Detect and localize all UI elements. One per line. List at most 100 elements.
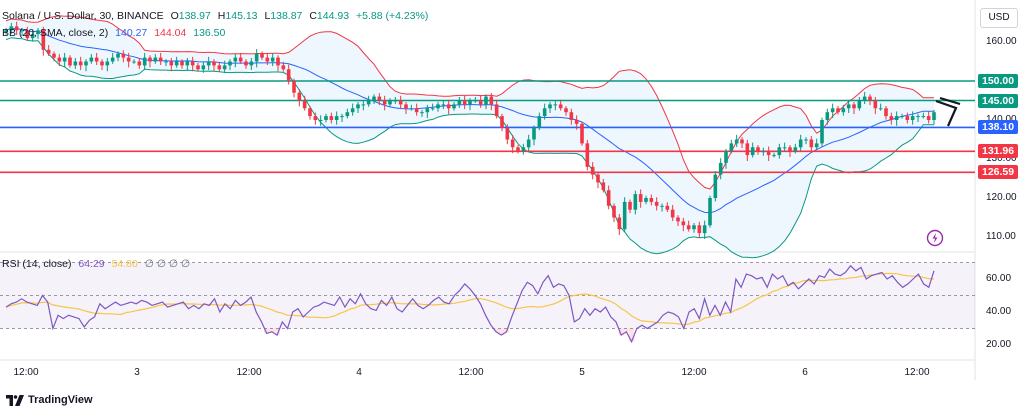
candle-body xyxy=(681,221,686,226)
candle-body xyxy=(356,104,360,109)
candle-body xyxy=(841,108,846,113)
candle-body xyxy=(526,139,531,148)
rsi-value: 64.29 xyxy=(78,258,105,270)
symbol-title[interactable]: Solana / U.S. Dollar, 30, BINANCE xyxy=(2,10,164,22)
candle-body xyxy=(249,61,254,66)
candle-body xyxy=(857,100,862,109)
candle-body xyxy=(254,53,259,62)
candle-body xyxy=(318,120,323,121)
candle-body xyxy=(164,61,168,63)
candle-body xyxy=(702,225,707,234)
candle-body xyxy=(36,30,40,35)
candle-body xyxy=(78,61,83,66)
rsi-oversold-fill xyxy=(493,328,499,332)
candle-body xyxy=(185,61,190,66)
candle-body xyxy=(596,174,600,183)
level-price-tag: 131.96 xyxy=(978,144,1019,159)
candle-body xyxy=(473,100,478,102)
candle-body xyxy=(105,61,110,66)
currency-button[interactable]: USD xyxy=(980,8,1018,28)
candle-body xyxy=(190,61,195,66)
candle-body xyxy=(414,108,419,113)
candle-body xyxy=(340,116,344,118)
candle-body xyxy=(745,143,750,156)
candle-body xyxy=(606,190,611,206)
candle-body xyxy=(201,65,206,70)
price-tick-label: 110.00 xyxy=(986,231,1016,242)
level-price-tag: 145.00 xyxy=(978,93,1019,108)
footer-brand: TradingView xyxy=(6,394,93,406)
candle-body xyxy=(782,147,787,149)
level-price-tag: 138.10 xyxy=(978,120,1019,135)
candle-body xyxy=(334,116,339,120)
bb-lower-line xyxy=(5,37,934,259)
candle-body xyxy=(468,100,472,105)
rsi-label[interactable]: RSI (14, close) xyxy=(2,258,72,270)
candle-body xyxy=(724,151,728,163)
candle-body xyxy=(212,61,216,66)
candle-body xyxy=(20,30,24,32)
ohlc-high: H145.13 xyxy=(217,10,258,22)
candle-body xyxy=(852,104,856,109)
candle-body xyxy=(142,57,147,66)
time-tick-label: 12:00 xyxy=(458,367,484,378)
rsi-oversold-fill xyxy=(618,328,624,336)
candle-body xyxy=(836,108,840,113)
rsi-oversold-fill xyxy=(623,328,630,332)
candle-body xyxy=(580,123,584,144)
candle-body xyxy=(761,151,766,153)
rsi-ma-line xyxy=(5,272,935,326)
candle-body xyxy=(68,57,72,66)
bb-lower-value: 136.50 xyxy=(193,27,226,39)
candle-body xyxy=(756,147,760,152)
candle-body xyxy=(820,120,824,144)
time-tick-label: 4 xyxy=(356,367,362,378)
tradingview-logo-icon xyxy=(6,394,24,406)
candle-body xyxy=(116,53,120,58)
bb-label[interactable]: BB (20, SMA, close, 2) xyxy=(2,27,109,39)
candle-body xyxy=(148,57,152,62)
ohlc-close: C144.93 xyxy=(309,10,350,22)
candle-body xyxy=(196,65,200,70)
candle-body xyxy=(825,112,830,120)
candle-body xyxy=(585,143,590,167)
candle-body xyxy=(452,104,456,109)
candle-body xyxy=(265,57,270,62)
candle-body xyxy=(617,217,622,230)
candle-body xyxy=(750,147,755,156)
price-tick-label: 130.00 xyxy=(986,153,1017,164)
candle-body xyxy=(734,139,739,144)
candle-body xyxy=(537,116,542,128)
lightning-icon[interactable] xyxy=(926,229,944,247)
candle-body xyxy=(553,104,558,106)
candle-body xyxy=(633,194,638,210)
candle-body xyxy=(324,116,328,120)
candle-body xyxy=(286,69,291,81)
candle-body xyxy=(158,57,163,62)
candle-body xyxy=(153,57,158,62)
level-price-tag: 150.00 xyxy=(978,74,1019,88)
candle-body xyxy=(180,61,184,66)
time-tick-label: 3 xyxy=(134,367,140,378)
candle-body xyxy=(612,205,616,218)
candle-body xyxy=(4,30,8,33)
candle-body xyxy=(238,57,243,62)
candle-body xyxy=(25,30,30,39)
candle-body xyxy=(649,198,654,202)
candle-body xyxy=(697,225,702,234)
rsi-oversold-fill xyxy=(269,328,275,332)
candle-body xyxy=(110,57,115,62)
candle-body xyxy=(809,139,814,148)
candle-body xyxy=(244,61,248,66)
candle-body xyxy=(100,61,104,66)
bb-upper-line xyxy=(5,15,934,190)
candle-body xyxy=(228,61,232,66)
rsi-tick-label: 60.00 xyxy=(986,273,1012,284)
candle-body xyxy=(772,155,776,157)
rsi-oversold-fill xyxy=(264,328,270,334)
candle-body xyxy=(121,53,126,58)
candle-body xyxy=(558,104,563,109)
candle-body xyxy=(500,116,504,128)
candle-body xyxy=(910,116,915,120)
candle-body xyxy=(590,166,595,175)
